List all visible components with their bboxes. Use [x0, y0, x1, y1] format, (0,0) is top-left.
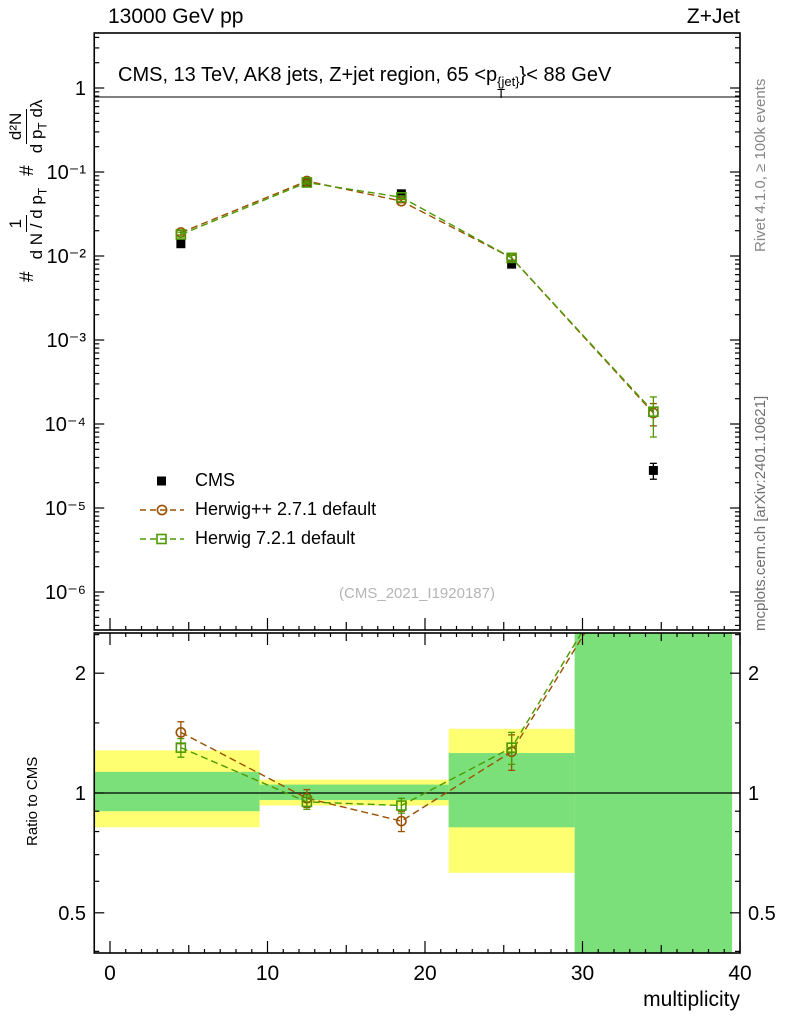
fraction-d2n: d²N d pT dλ	[6, 98, 50, 156]
frac-denominator: d pT dλ	[26, 99, 49, 154]
top-panel-frame	[93, 32, 741, 631]
data-point	[506, 252, 517, 264]
pt-jet-sup: {jet}	[497, 74, 520, 89]
tick-label: 40	[728, 962, 751, 985]
data-point	[301, 177, 313, 188]
rivet-version-label: Rivet 4.1.0, ≥ 100k events	[752, 78, 769, 252]
data-point	[301, 796, 313, 808]
tick-label: 0.5	[748, 903, 776, 925]
data-point	[649, 510, 658, 519]
tick-label: 1	[75, 783, 86, 805]
tick-label: 10⁻⁶	[45, 582, 86, 604]
data-point	[395, 815, 407, 827]
plot-title-text: CMS, 13 TeV, AK8 jets, Z+jet region, 65 …	[118, 64, 498, 86]
data-point	[396, 189, 406, 199]
square-marker-filled-icon	[157, 476, 166, 485]
data-point	[507, 259, 517, 269]
tick-label: 10⁻³	[47, 330, 87, 352]
tick-label: 1	[748, 783, 759, 805]
pt-jet-supsub: {jet} T	[497, 74, 520, 101]
legend-item: Herwig 7.2.1 default	[138, 524, 376, 553]
plot-title: CMS, 13 TeV, AK8 jets, Z+jet region, 65 …	[118, 64, 611, 100]
data-point	[396, 800, 407, 811]
top-panel-plot	[175, 175, 659, 480]
data-point	[648, 465, 658, 475]
series-line	[180, 180, 654, 414]
process-label: Z+Jet	[686, 5, 740, 28]
data-point	[175, 229, 187, 240]
square-marker-open-icon	[140, 533, 184, 544]
tick-label: 0	[104, 962, 116, 985]
data-point	[175, 726, 187, 738]
legend-label: Herwig 7.2.1 default	[195, 528, 356, 548]
frac-numerator: 1	[6, 214, 27, 233]
frac-denominator: d N / d pT	[26, 187, 49, 260]
legend-item: Herwig++ 2.7.1 default	[138, 495, 376, 524]
analysis-id-watermark: (CMS_2021_I1920187)	[339, 585, 495, 602]
tick-label: 10⁻⁴	[45, 414, 86, 436]
data-point	[649, 517, 658, 526]
tick-label: 10⁻⁵	[45, 498, 86, 520]
mcplots-credit-label: mcplots.cern.ch [arXiv:2401.10621]	[752, 395, 769, 631]
pt-jet-sub: T	[497, 86, 506, 101]
series-line	[180, 633, 586, 822]
frac-numerator: d²N	[6, 108, 27, 145]
data-point	[175, 742, 187, 753]
tick-label: 10⁻¹	[47, 162, 87, 184]
legend-item: CMS	[138, 466, 376, 495]
ratio-axis-label: Ratio to CMS	[24, 756, 41, 846]
ratio-panel-plot	[94, 510, 740, 953]
legend-label: CMS	[195, 470, 235, 490]
uncertainty-band-green	[574, 633, 733, 953]
data-point	[396, 191, 407, 203]
hash-symbol: #	[16, 271, 38, 282]
tick-label: 30	[571, 962, 594, 985]
data-point	[648, 406, 659, 418]
tick-label: 0.5	[58, 903, 86, 925]
tick-label: 2	[748, 663, 759, 685]
legend: CMS Herwig++ 2.7.1 default Herwig 7.2.1 de…	[138, 466, 376, 553]
tick-label: 10	[256, 962, 279, 985]
data-point	[506, 742, 517, 753]
tick-label: 10⁻²	[47, 246, 87, 268]
tick-label: 20	[413, 962, 436, 985]
plot-title-tail: }< 88 GeV	[519, 64, 612, 86]
x-axis-label: multiplicity	[643, 988, 740, 1011]
tick-label: 2	[75, 663, 86, 685]
uncertainty-band-green	[94, 771, 260, 812]
uncertainty-band-green	[259, 784, 449, 801]
series-line	[180, 181, 654, 413]
beam-energy-label: 13000 GeV pp	[108, 5, 244, 28]
data-point	[176, 239, 186, 249]
hash-symbol: #	[16, 165, 38, 176]
legend-label: Herwig++ 2.7.1 default	[195, 499, 377, 519]
circle-marker-open-icon	[140, 504, 184, 515]
tick-label: 1	[75, 78, 86, 100]
